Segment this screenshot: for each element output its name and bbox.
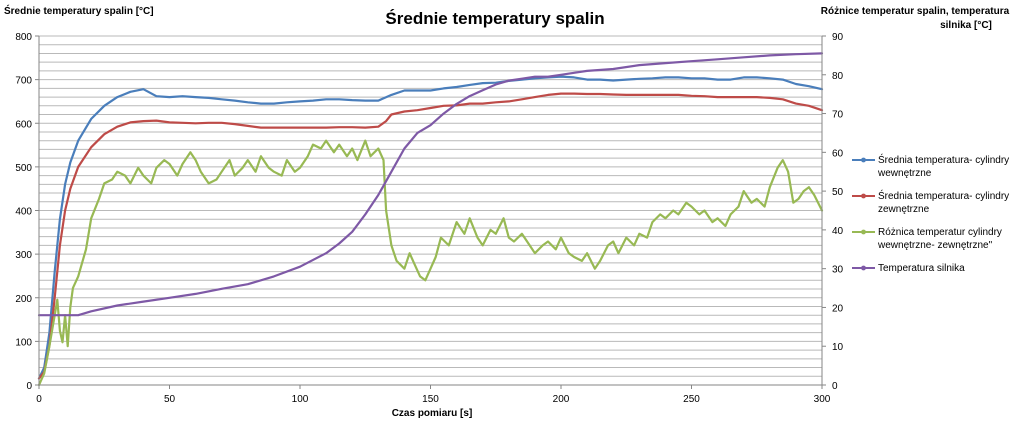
x-tick-label: 150	[422, 394, 439, 405]
series-layer	[37, 52, 824, 387]
left-tick-label: 500	[15, 163, 32, 174]
x-tick-label: 100	[292, 394, 309, 405]
right-tick-label: 40	[832, 226, 844, 237]
left-tick-label: 300	[15, 250, 32, 261]
legend-label-line: wewnętrzne- zewnętrzne"	[877, 240, 993, 251]
legend-label-line: wewnętrzne	[877, 168, 932, 179]
left-tick-label: 700	[15, 76, 32, 87]
legend-label-line: zewnętrzne	[878, 204, 930, 215]
right-tick-label: 90	[832, 32, 844, 43]
legend-label-4: Temperatura silnika	[878, 263, 965, 274]
legend-marker-3	[861, 229, 866, 235]
right-tick-label: 20	[832, 303, 844, 314]
legend-label-3: Różnica temperatur cylindry wewnętrzne- z…	[877, 227, 1002, 251]
chart-title: Średnie temperatury spalin	[385, 9, 604, 28]
legend-label-line: Średnia temperatura- cylindry	[878, 153, 1009, 166]
series-line-1	[37, 75, 824, 380]
right-tick-label: 80	[832, 71, 844, 82]
legend-label-1: Średnia temperatura- cylindry wewnętrzne	[877, 153, 1009, 179]
left-tick-label: 100	[15, 337, 32, 348]
legend-label-line: Temperatura silnika	[878, 263, 965, 274]
x-tick-label: 250	[683, 394, 700, 405]
legend-label-line: Średnia temperatura- cylindry	[878, 189, 1009, 202]
right-axis-title-text: Różnice temperatur spalin, temperatura si…	[821, 6, 1010, 31]
x-tick-label: 200	[553, 394, 570, 405]
right-axis-title-line: Różnice temperatur spalin, temperatura	[821, 6, 1010, 17]
series-line-3	[37, 139, 824, 387]
right-axis-title: Różnice temperatur spalin, temperatura si…	[821, 6, 1010, 31]
right-tick-label: 30	[832, 265, 844, 276]
series-line-2	[37, 92, 824, 380]
right-tick-label: 10	[832, 342, 844, 353]
right-tick-label: 50	[832, 187, 844, 198]
legend-marker-4	[861, 265, 866, 271]
right-tick-label: 60	[832, 148, 844, 159]
left-tick-label: 400	[15, 207, 32, 218]
x-axis-title: Czas pomiaru [s]	[392, 408, 473, 419]
left-tick-label: 200	[15, 294, 32, 305]
legend-marker-2	[861, 193, 866, 199]
legend-marker-1	[861, 157, 866, 163]
legend-label-2: Średnia temperatura- cylindry zewnętrzne	[878, 189, 1009, 215]
left-axis-title: Średnie temperatury spalin [°C]	[4, 4, 154, 17]
x-tick-label: 300	[814, 394, 831, 405]
left-tick-label: 600	[15, 119, 32, 130]
legend: Średnia temperatura- cylindry wewnętrzneŚ…	[852, 153, 1009, 274]
legend-label-line: Różnica temperatur cylindry	[878, 227, 1002, 238]
right-tick-label: 70	[832, 110, 844, 121]
right-tick-label: 0	[832, 381, 838, 392]
left-tick-label: 800	[15, 32, 32, 43]
axes	[35, 35, 826, 389]
series-line-4	[37, 52, 824, 317]
right-axis-title-line: silnika [°C]	[940, 20, 992, 31]
x-tick-label: 0	[36, 394, 42, 405]
x-tick-label: 50	[164, 394, 176, 405]
left-tick-label: 0	[26, 381, 32, 392]
tick-labels: 0100200300400500600700800010203040506070…	[15, 32, 843, 405]
